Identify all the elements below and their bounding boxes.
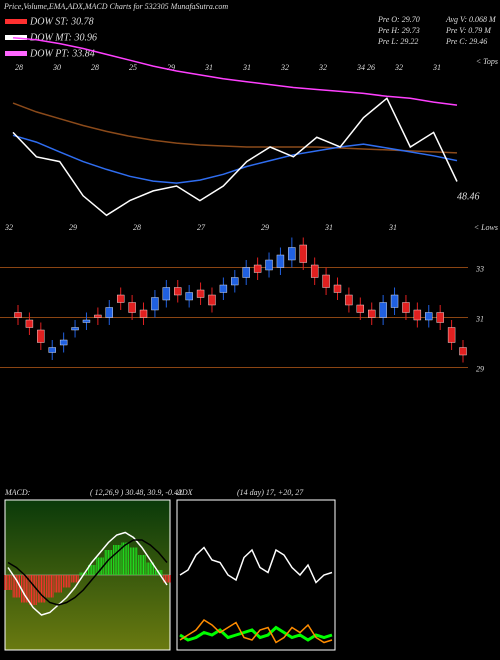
candle-body (59, 339, 68, 346)
candle-body (219, 284, 228, 293)
candle-body (288, 247, 296, 261)
stat: Pre V: 0.79 M (445, 26, 492, 35)
candle-body (242, 267, 250, 278)
page-title: Price,Volume,EMA,ADX,MACD Charts for 532… (3, 2, 228, 11)
date-label: 28 (15, 63, 23, 72)
date-label: 32 (280, 63, 289, 72)
series-line (179, 546, 333, 584)
panel-subtitle: (14 day) 17, +20, 27 (237, 488, 304, 497)
candle-body (276, 254, 285, 268)
candle-body (436, 312, 444, 323)
series-line (12, 102, 458, 154)
candle-body (310, 264, 319, 278)
side-label: < Lows (474, 223, 498, 232)
candle-body (333, 284, 342, 293)
candle-body (379, 302, 387, 318)
candle-body (196, 289, 205, 298)
legend-label: DOW MT: 30.96 (29, 32, 97, 43)
candle-body (356, 304, 365, 313)
panel-subtitle: ( 12,26,9 ) 30.48, 30.9, -0.42 (90, 488, 182, 497)
date-label: 31 (242, 63, 251, 72)
y-tick-label: 31 (475, 314, 484, 323)
candle-body (151, 297, 159, 311)
date-label: 27 (197, 223, 206, 232)
candle-body (48, 347, 56, 353)
candle-body (265, 259, 273, 271)
date-label: 31 (204, 63, 213, 72)
stat: Pre H: 29.73 (377, 26, 420, 35)
candle-body (447, 327, 456, 343)
series-line (12, 97, 458, 217)
adx-panel (176, 499, 336, 651)
candle-body (116, 294, 125, 303)
date-label: 25 (129, 63, 137, 72)
date-label: 31 (388, 223, 397, 232)
date-label: 28 (91, 63, 99, 72)
candle-body (14, 312, 22, 318)
date-label: 31 (324, 223, 333, 232)
stat: Pre O: 29.70 (377, 15, 420, 24)
candle-body (402, 302, 410, 313)
candle-body (208, 294, 216, 306)
date-label: 32 (394, 63, 403, 72)
date-label: 34 26 (356, 63, 375, 72)
candle-body (174, 287, 182, 296)
candle-body (345, 294, 353, 306)
candle-body (390, 294, 399, 308)
panel-title: MACD: (4, 488, 31, 497)
date-label: 29 (261, 223, 269, 232)
series-line (7, 531, 168, 616)
candle-body (459, 347, 467, 356)
last-value: 48.46 (457, 191, 480, 202)
candle-body (425, 312, 433, 321)
series-line (12, 134, 458, 184)
candle-body (82, 319, 91, 323)
date-label: 32 (318, 63, 327, 72)
candle-body (231, 277, 239, 286)
candle-body (322, 274, 330, 288)
stat: Avg V: 0.068 M (445, 15, 497, 24)
legend-label: DOW PT: 33.84 (29, 48, 95, 59)
y-tick-label: 29 (476, 364, 484, 373)
legend-swatch (5, 19, 27, 24)
candle-body (139, 309, 148, 318)
panel-title: ADX (176, 488, 194, 497)
date-label: 31 (432, 63, 441, 72)
series-line (179, 619, 333, 644)
date-label: 30 (52, 63, 61, 72)
legend-swatch (5, 51, 27, 56)
candle-body (253, 264, 262, 273)
date-label: 28 (133, 223, 141, 232)
candle-body (413, 309, 422, 321)
candle-body (162, 287, 171, 301)
y-tick-label: 33 (475, 264, 484, 273)
date-label: 32 (4, 223, 13, 232)
candle-body (25, 319, 34, 328)
candle-body (185, 292, 193, 301)
side-label: < Tops (476, 57, 498, 66)
candle-body (37, 329, 45, 343)
legend-label: DOW ST: 30.78 (29, 16, 94, 27)
candle-body (105, 307, 113, 318)
candle-body (299, 244, 307, 263)
candle-body (368, 309, 376, 318)
series-line (12, 37, 458, 106)
series-line (179, 625, 333, 642)
date-label: 29 (167, 63, 175, 72)
candle-body (94, 314, 102, 318)
candle-body (128, 302, 136, 313)
date-label: 29 (69, 223, 77, 232)
stat: Pre C: 29.46 (445, 37, 487, 46)
series-line (7, 539, 168, 606)
stat: Pre L: 29.22 (377, 37, 418, 46)
candle-body (71, 327, 79, 331)
